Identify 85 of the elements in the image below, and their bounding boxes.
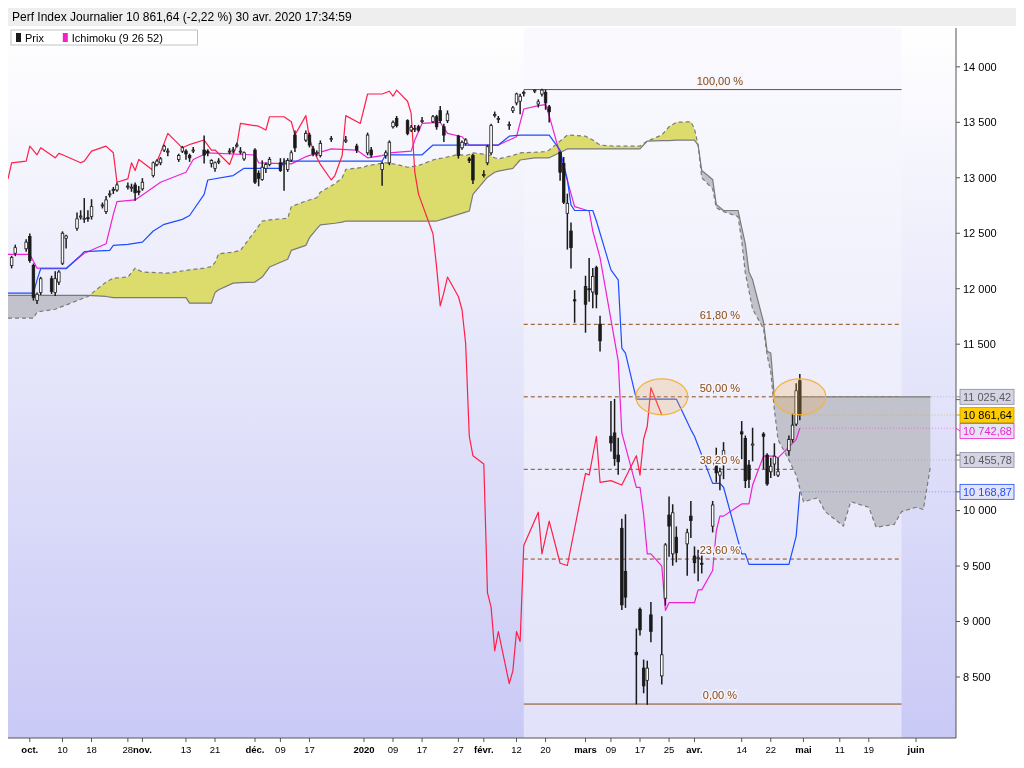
annotation: 0,00 % xyxy=(702,689,738,702)
annotation: 10 455,78 xyxy=(963,453,1012,466)
x-tick-label: 14 xyxy=(736,744,747,755)
candlestick xyxy=(166,148,170,157)
x-tick-label: 20 xyxy=(540,744,551,755)
candlestick xyxy=(507,121,511,130)
candlestick xyxy=(482,170,486,178)
candlestick xyxy=(750,427,755,462)
x-tick-label: nov. xyxy=(132,744,152,755)
candlestick xyxy=(206,149,210,157)
price-tag: 10 455,78 xyxy=(788,452,1015,468)
x-tick-label: 17 xyxy=(304,744,315,755)
candlestick xyxy=(53,271,57,297)
legend-label: Ichimoku (9 26 52) xyxy=(71,31,163,44)
candlestick xyxy=(28,233,32,263)
y-tick-label: 9 000 xyxy=(963,615,991,628)
candlestick xyxy=(518,93,522,115)
x-tick-label: 18 xyxy=(86,744,97,755)
annotation: 11 025,42 xyxy=(963,390,1012,403)
y-tick-label: 9 500 xyxy=(963,559,991,572)
y-tick-label: 12 500 xyxy=(963,227,997,240)
x-tick-label: juin xyxy=(906,744,925,755)
y-tick-label: 10 000 xyxy=(963,504,997,517)
x-tick-label: 17 xyxy=(416,744,428,755)
candlestick xyxy=(710,500,715,533)
x-tick-label: 22 xyxy=(765,744,777,755)
x-tick-label: mars xyxy=(574,744,597,755)
x-tick-label: 09 xyxy=(387,744,399,755)
candlestick xyxy=(645,660,649,705)
candlestick xyxy=(344,135,348,144)
annotation: 10 168,87 xyxy=(963,485,1012,498)
candlestick xyxy=(82,198,86,223)
candlestick xyxy=(649,601,653,643)
candlestick xyxy=(293,130,297,152)
y-tick-label: 14 000 xyxy=(963,60,997,73)
annotation: 61,80 % xyxy=(699,309,741,322)
x-tick-label: 27 xyxy=(453,744,464,755)
candlestick xyxy=(184,149,188,160)
candlestick xyxy=(696,549,700,582)
x-tick-label: 09 xyxy=(275,744,286,755)
candlestick xyxy=(413,124,417,132)
candlestick xyxy=(660,616,664,685)
x-tick-label: mai xyxy=(795,744,812,755)
candlestick xyxy=(89,199,94,220)
x-tick-label: 25 xyxy=(663,744,675,755)
price-tag: 11 025,42 xyxy=(795,388,1015,405)
chart-title: Perf Index Journalier 10 861,64 (-2,22 %) 30 avr. 2020 17:34:59 xyxy=(12,10,352,24)
annotation: 100,00 % xyxy=(696,74,744,87)
candlestick xyxy=(282,158,286,191)
candlestick xyxy=(420,117,424,124)
annotation: 50,00 % xyxy=(699,381,741,394)
legend-label: Prix xyxy=(25,31,45,44)
annotation: 10 742,68 xyxy=(963,424,1012,437)
x-tick-label: déc. xyxy=(245,744,265,755)
annotation: 10 861,64 xyxy=(963,408,1012,421)
x-tick-label: 09 xyxy=(605,744,617,755)
line-series xyxy=(8,89,663,685)
y-tick-label: 11 500 xyxy=(963,338,996,351)
candlestick xyxy=(202,135,206,164)
y-tick-label: 12 000 xyxy=(963,282,997,295)
candlestick xyxy=(522,90,526,97)
x-tick-label: avr. xyxy=(686,744,703,755)
x-tick-label: 12 xyxy=(511,744,522,755)
x-tick-label: 11 xyxy=(834,744,845,755)
price-tag: 10 742,68 xyxy=(799,423,1015,439)
y-tick-label: 13 500 xyxy=(963,116,997,129)
price-tag: 10 168,87 xyxy=(799,483,1015,500)
x-tick-label: 10 xyxy=(57,744,68,755)
y-tick-label: 8 500 xyxy=(963,670,991,683)
candlestick xyxy=(772,443,777,476)
x-tick-label: 13 xyxy=(180,744,192,755)
x-tick-label: 19 xyxy=(863,744,875,755)
candlestick xyxy=(380,161,384,186)
candlestick xyxy=(598,315,602,352)
candlestick xyxy=(587,258,591,302)
x-tick-label: 17 xyxy=(634,744,646,755)
x-tick-label: oct. xyxy=(21,744,39,755)
x-tick-label: févr. xyxy=(474,744,494,755)
x-tick-label: 21 xyxy=(209,744,221,755)
candlestick xyxy=(572,290,577,323)
y-tick-label: 13 000 xyxy=(963,171,997,184)
candlestick xyxy=(126,182,130,190)
price-tag: 10 861,64 xyxy=(799,407,1015,423)
x-tick-label: 28 xyxy=(122,744,134,755)
x-tick-label: 2020 xyxy=(353,744,375,755)
